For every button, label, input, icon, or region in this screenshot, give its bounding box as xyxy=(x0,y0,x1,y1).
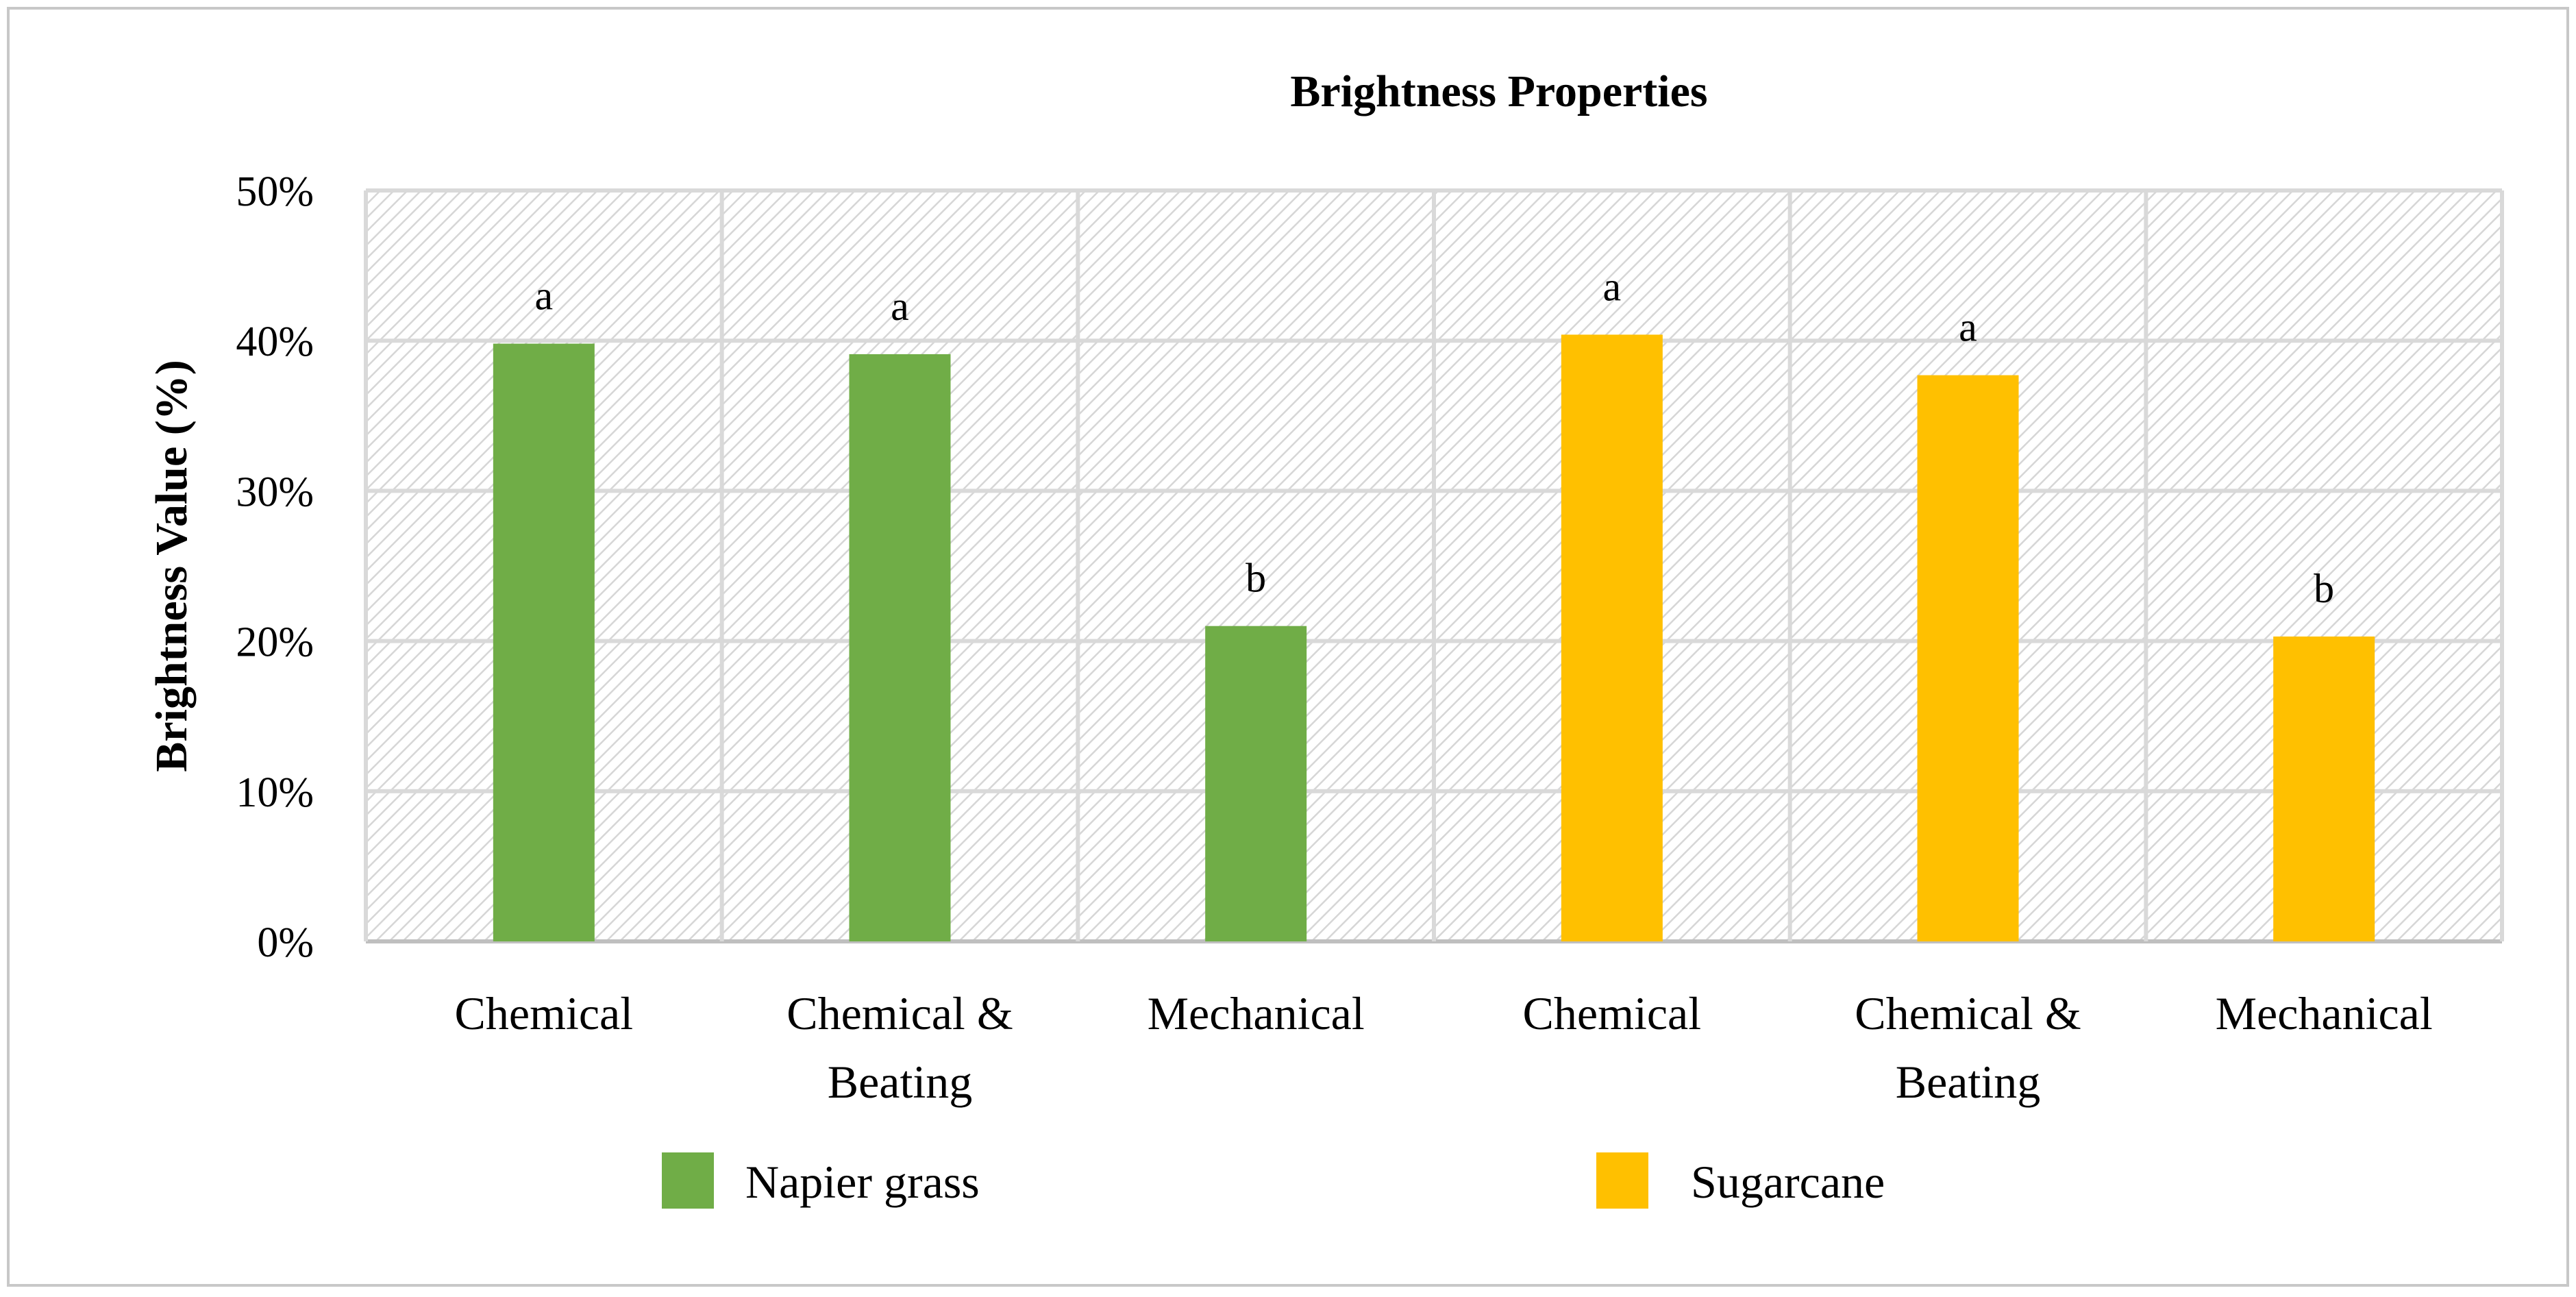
y-tick-label: 30% xyxy=(236,469,314,515)
data-label: a xyxy=(535,273,554,319)
bar xyxy=(493,343,595,942)
data-label: a xyxy=(1603,264,1622,309)
x-category-label: Chemical & Beating xyxy=(787,987,1013,1108)
legend-label-sugarcane: Sugarcane xyxy=(1691,1156,1885,1208)
legend-swatch-napier-grass xyxy=(662,1152,714,1209)
chart-title: Brightness Properties xyxy=(1290,66,1707,116)
gridlines xyxy=(364,188,2504,943)
bar xyxy=(1205,626,1307,941)
data-label: a xyxy=(1959,305,1977,350)
data-label: b xyxy=(2314,566,2334,611)
bar xyxy=(849,354,951,941)
bar xyxy=(2273,637,2375,941)
y-axis-ticks: 0% 10% 20% 30% 40% 50% xyxy=(236,169,314,966)
y-tick-label: 50% xyxy=(236,169,314,215)
bars xyxy=(493,334,2375,942)
y-tick-label: 20% xyxy=(236,619,314,666)
y-tick-label: 40% xyxy=(236,319,314,365)
x-category-label: Mechanical xyxy=(2216,987,2433,1039)
bar xyxy=(1917,375,2019,941)
x-axis-categories: Chemical Chemical & Beating Mechanical Chemi… xyxy=(455,987,2433,1108)
legend: Napier grass Sugarcane xyxy=(662,1152,1885,1209)
x-category-label: Chemical xyxy=(455,987,634,1039)
y-axis-label: Brightness Value (%) xyxy=(147,360,197,771)
data-label: a xyxy=(891,284,909,329)
data-label: b xyxy=(1246,556,1266,601)
bar xyxy=(1561,334,1663,941)
legend-label-napier-grass: Napier grass xyxy=(745,1156,980,1208)
x-category-label: Mechanical xyxy=(1148,987,1365,1039)
y-tick-label: 0% xyxy=(257,919,314,966)
y-tick-label: 10% xyxy=(236,769,314,816)
data-labels: a a b a a b xyxy=(535,264,2335,611)
x-category-label: Chemical & Beating xyxy=(1855,987,2081,1108)
x-category-label: Chemical xyxy=(1523,987,1702,1039)
legend-swatch-sugarcane xyxy=(1596,1152,1648,1209)
